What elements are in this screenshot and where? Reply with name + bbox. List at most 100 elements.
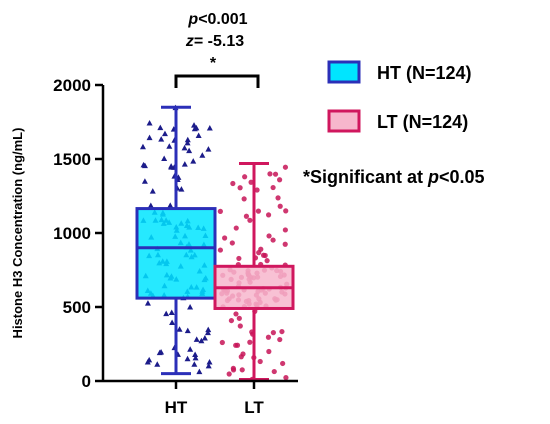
data-point [205, 362, 212, 369]
data-point [161, 155, 168, 161]
data-point [233, 311, 239, 317]
iqr-box [135, 207, 217, 300]
data-point [243, 213, 250, 219]
data-point [217, 247, 223, 253]
data-point [265, 334, 272, 340]
data-point [205, 326, 212, 333]
y-tick-label: 2000 [53, 76, 91, 95]
data-point [217, 208, 223, 214]
data-point [241, 196, 247, 202]
data-point [167, 202, 174, 208]
data-point [242, 174, 248, 180]
data-point [247, 339, 253, 345]
data-point [233, 225, 239, 231]
data-point [283, 208, 289, 214]
data-point [275, 195, 281, 201]
data-point [149, 188, 156, 194]
data-point [258, 246, 264, 252]
data-point [266, 348, 272, 355]
box-lt [213, 161, 295, 382]
data-point [184, 139, 191, 146]
legend-item-ht: HT (N=124) [327, 60, 472, 84]
y-tick-label: 1500 [53, 150, 91, 169]
data-point [169, 319, 176, 326]
data-point [195, 132, 202, 138]
data-point [204, 329, 211, 336]
data-point [198, 337, 205, 344]
data-point [168, 309, 175, 316]
data-point [280, 360, 286, 367]
data-point [282, 241, 288, 247]
x-tick-label: HT [165, 398, 188, 417]
data-point [196, 368, 203, 375]
data-point [277, 336, 283, 343]
data-point [247, 217, 253, 223]
data-point [191, 125, 198, 132]
legend-label: LT (N=124) [377, 112, 468, 132]
data-point [146, 356, 153, 363]
data-point [147, 202, 154, 208]
data-point [186, 147, 193, 154]
data-point [219, 339, 225, 346]
data-point [205, 146, 212, 152]
data-point [270, 330, 276, 336]
box-plots [135, 105, 295, 382]
x-ticks: HT LT [165, 381, 264, 417]
data-point [141, 162, 148, 169]
data-point [199, 152, 206, 158]
data-point [237, 323, 243, 329]
data-point [144, 300, 151, 306]
data-point [254, 187, 260, 193]
data-point [248, 179, 254, 185]
data-point [141, 178, 148, 184]
data-point [237, 185, 243, 191]
data-point [236, 255, 242, 262]
data-point [283, 375, 289, 381]
data-point [181, 161, 188, 167]
z-value-annotation: z= -5.13 [185, 33, 244, 50]
data-point [191, 361, 198, 367]
data-point [282, 164, 289, 170]
data-point [192, 351, 199, 358]
data-point [139, 143, 146, 150]
data-point [187, 346, 194, 352]
data-point [264, 258, 270, 264]
data-point [270, 237, 276, 243]
data-point [238, 354, 244, 360]
data-point [206, 359, 213, 365]
box-ht [135, 105, 217, 376]
data-point [265, 212, 272, 218]
data-point [236, 315, 242, 321]
data-point [257, 358, 263, 365]
p-value-annotation: p<0.001 [187, 11, 247, 28]
data-point [222, 235, 228, 241]
data-point [239, 367, 245, 373]
data-point [157, 124, 164, 131]
data-point [161, 130, 168, 137]
data-point [277, 177, 283, 183]
data-point [267, 171, 273, 177]
data-point [266, 233, 272, 239]
data-point [184, 136, 191, 143]
y-ticks: 0 500 1000 1500 2000 [53, 76, 103, 391]
legend-item-lt: LT (N=124) [327, 109, 468, 133]
legend-swatch [327, 60, 361, 84]
legend-label: HT (N=124) [377, 63, 472, 83]
significance-star: * [210, 55, 217, 72]
data-point [158, 136, 165, 142]
data-point [184, 355, 191, 362]
data-point [178, 186, 185, 192]
y-tick-label: 0 [82, 372, 91, 391]
data-point [192, 354, 199, 361]
data-point [228, 317, 235, 324]
data-point [146, 120, 153, 126]
legend: HT (N=124) LT (N=124) [327, 60, 472, 133]
y-tick-label: 500 [63, 298, 91, 317]
data-point [277, 203, 283, 209]
data-point [272, 171, 279, 177]
data-point [226, 371, 232, 377]
data-point [271, 368, 277, 375]
data-point [234, 342, 241, 348]
data-point [184, 327, 191, 334]
